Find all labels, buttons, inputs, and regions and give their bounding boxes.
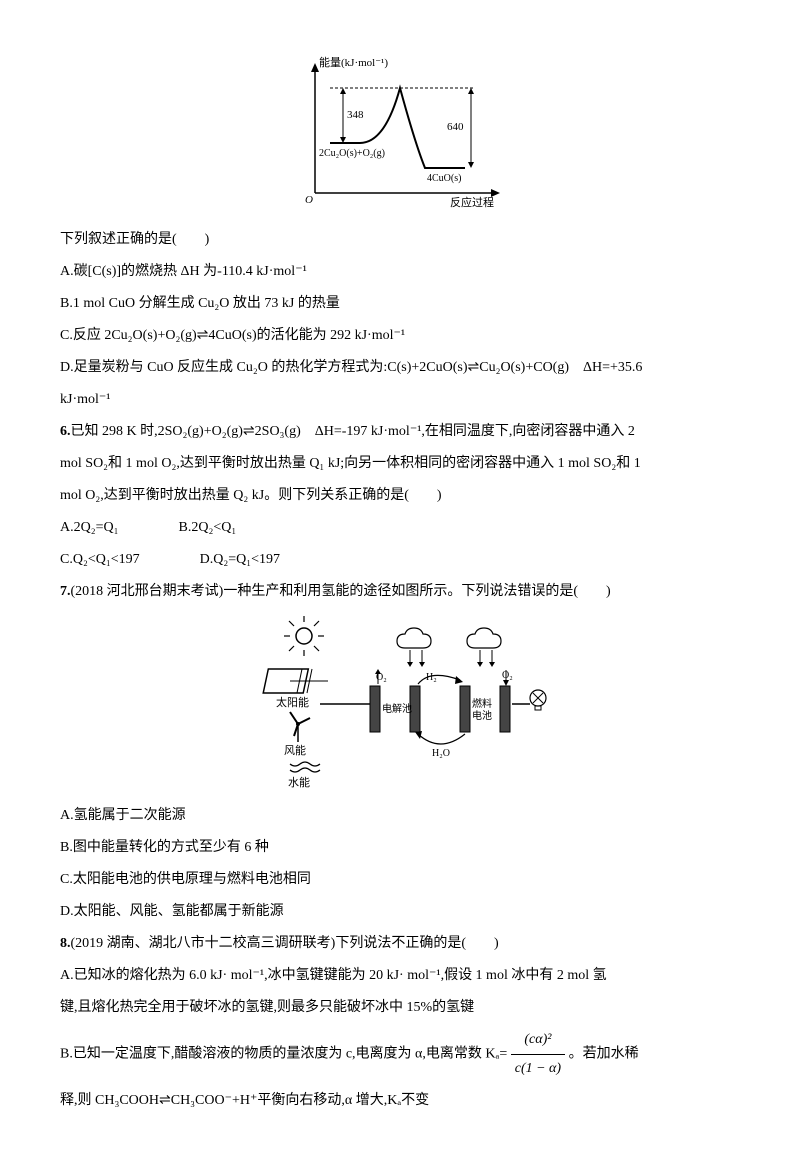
q8-b-part2: 。若加水稀 xyxy=(569,1047,639,1062)
svg-text:O: O xyxy=(305,194,313,206)
q8-option-a-line2: 键,且熔化热完全用于破坏冰的氢键,则最多只能破坏冰中 15%的氢键 xyxy=(60,994,740,1022)
hydrogen-energy-diagram: 太阳能 风能 水能 电解池 O₂ H₂ 燃料 电池 O₂ xyxy=(60,614,740,794)
q8-frac-den: c(1 − α) xyxy=(511,1055,565,1083)
q7-source: (2018 河北邢台期末考试)一种生产和利用氢能的途径如图所示。下列说法错误的是… xyxy=(71,584,611,599)
svg-text:太阳能: 太阳能 xyxy=(276,695,309,709)
svg-text:电解池: 电解池 xyxy=(382,702,412,715)
svg-text:4CuO(s): 4CuO(s) xyxy=(427,173,461,184)
q8-b-part1: B.已知一定温度下,醋酸溶液的物质的量浓度为 c,电离度为 α,电离常数 Kₐ= xyxy=(60,1047,507,1062)
q7-line: 7.(2018 河北邢台期末考试)一种生产和利用氢能的途径如图所示。下列说法错误… xyxy=(60,578,740,606)
q5-option-d-line2: kJ·mol⁻¹ xyxy=(60,386,740,414)
q5-option-d-line1: D.足量炭粉与 CuO 反应生成 Cu₂O 的热化学方程式为:C(s)+2CuO… xyxy=(60,354,740,382)
svg-text:燃料: 燃料 xyxy=(472,697,492,710)
svg-text:反应过程: 反应过程 xyxy=(450,195,494,209)
q7-option-c: C.太阳能电池的供电原理与燃料电池相同 xyxy=(60,866,740,894)
q5-stem: 下列叙述正确的是( ) xyxy=(60,226,740,254)
svg-text:电池: 电池 xyxy=(472,709,492,722)
q8-option-b-line3: 释,则 CH₃COOH⇌CH₃COO⁻+H⁺平衡向右移动,α 增大,Kₐ不变 xyxy=(60,1087,740,1115)
q8-line: 8.(2019 湖南、湖北八市十二校高三调研联考)下列说法不正确的是( ) xyxy=(60,930,740,958)
svg-text:O₂: O₂ xyxy=(502,670,513,681)
svg-text:348: 348 xyxy=(347,109,364,121)
q6-option-a: A.2Q₂=Q₁ xyxy=(60,514,119,542)
q6-option-d: D.Q₂=Q₁<197 xyxy=(200,546,280,574)
q7-option-a: A.氢能属于二次能源 xyxy=(60,802,740,830)
q8-source: (2019 湖南、湖北八市十二校高三调研联考)下列说法不正确的是( ) xyxy=(71,936,499,951)
q6-option-b: B.2Q₂<Q₁ xyxy=(179,514,237,542)
q5-option-b: B.1 mol CuO 分解生成 Cu₂O 放出 73 kJ 的热量 xyxy=(60,290,740,318)
ylabel-text: 能量(kJ·mol⁻¹) xyxy=(319,55,388,69)
svg-text:风能: 风能 xyxy=(284,743,306,757)
q5-option-a: A.碳[C(s)]的燃烧热 ΔH 为-110.4 kJ·mol⁻¹ xyxy=(60,258,740,286)
q6-stem3: mol O₂,达到平衡时放出热量 Q₂ kJ。则下列关系正确的是( ) xyxy=(60,482,740,510)
q5-option-c: C.反应 2Cu₂O(s)+O₂(g)⇌4CuO(s)的活化能为 292 kJ·… xyxy=(60,322,740,350)
svg-text:2Cu₂O(s)+O₂(g): 2Cu₂O(s)+O₂(g) xyxy=(319,148,385,159)
q7-number: 7. xyxy=(60,584,71,599)
q6-stem2: mol SO₂和 1 mol O₂,达到平衡时放出热量 Q₁ kJ;向另一体积相… xyxy=(60,450,740,478)
q7-option-b: B.图中能量转化的方式至少有 6 种 xyxy=(60,834,740,862)
q8-number: 8. xyxy=(60,936,71,951)
q6-stem1: 已知 298 K 时,2SO₂(g)+O₂(g)⇌2SO₃(g) ΔH=-197… xyxy=(71,424,635,439)
q8-option-b: B.已知一定温度下,醋酸溶液的物质的量浓度为 c,电离度为 α,电离常数 Kₐ=… xyxy=(60,1026,740,1083)
energy-profile-diagram: 能量(kJ·mol⁻¹) 348 640 2Cu₂O(s)+O₂(g) 4CuO… xyxy=(60,48,740,218)
svg-text:H₂O: H₂O xyxy=(432,748,450,759)
q8-frac-num: (cα)² xyxy=(511,1026,565,1055)
svg-text:水能: 水能 xyxy=(288,775,310,789)
q8-option-a-line1: A.已知冰的熔化热为 6.0 kJ· mol⁻¹,冰中氢键键能为 20 kJ· … xyxy=(60,962,740,990)
q8-fraction: (cα)² c(1 − α) xyxy=(511,1026,565,1083)
q6-number: 6. xyxy=(60,424,71,439)
q6-line1: 6.已知 298 K 时,2SO₂(g)+O₂(g)⇌2SO₃(g) ΔH=-1… xyxy=(60,418,740,446)
q6-option-c: C.Q₂<Q₁<197 xyxy=(60,546,140,574)
q7-option-d: D.太阳能、风能、氢能都属于新能源 xyxy=(60,898,740,926)
svg-text:640: 640 xyxy=(447,121,464,133)
